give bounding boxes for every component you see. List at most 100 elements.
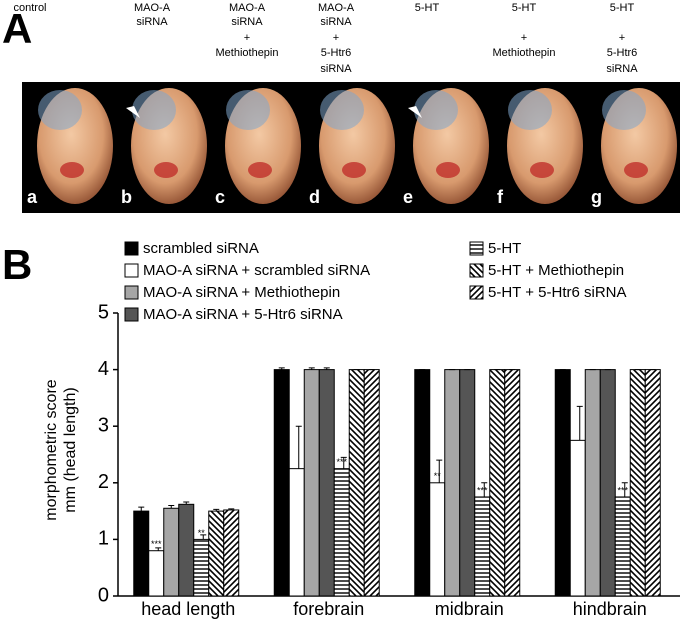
condition-label: + xyxy=(521,32,527,44)
bar xyxy=(429,482,446,597)
bar xyxy=(273,369,290,597)
image-letter: c xyxy=(215,187,225,207)
bar xyxy=(208,510,225,597)
error-bar xyxy=(278,367,285,370)
bar xyxy=(414,369,431,597)
bar xyxy=(554,369,571,597)
x-tick-label: hindbrain xyxy=(573,599,647,619)
error-bar xyxy=(340,456,347,469)
embryo-head xyxy=(320,90,364,130)
embryo-head xyxy=(132,90,176,130)
image-letter: e xyxy=(403,187,413,207)
bar xyxy=(599,369,616,597)
legend-label: 5-HT + Methiothepin xyxy=(488,262,624,279)
y-axis-label: mm (head length) xyxy=(62,387,79,512)
error-bar xyxy=(200,534,207,540)
arrow xyxy=(126,106,140,118)
bar xyxy=(303,369,320,597)
bar xyxy=(348,369,365,597)
legend-label: 5-HT xyxy=(488,240,521,257)
bar xyxy=(489,369,506,597)
bar xyxy=(459,369,476,597)
bar xyxy=(148,550,165,597)
bar xyxy=(644,369,661,597)
condition-label: + xyxy=(244,32,250,44)
image-letter: b xyxy=(121,187,132,207)
error-bar xyxy=(323,367,330,370)
bar xyxy=(569,439,586,597)
significance: ** xyxy=(434,471,442,481)
bar xyxy=(288,468,305,597)
condition-label: MAO-A xyxy=(229,2,266,14)
x-tick-label: midbrain xyxy=(435,599,504,619)
legend-swatch xyxy=(124,285,139,300)
error-bar xyxy=(308,367,315,370)
embryo-heart xyxy=(248,162,272,178)
bar xyxy=(614,496,631,597)
error-bar xyxy=(168,504,175,509)
error-bar xyxy=(213,508,220,512)
legend-label: MAO-A siRNA + scrambled siRNA xyxy=(143,262,370,279)
error-bar xyxy=(436,459,443,483)
condition-label: Methiothepin xyxy=(216,47,279,59)
error-bar xyxy=(155,547,162,551)
panel-label: A xyxy=(2,5,32,52)
bar xyxy=(163,507,180,597)
legend-label: MAO-A siRNA + Methiothepin xyxy=(143,284,340,301)
significance: *** xyxy=(477,485,488,495)
condition-label: siRNA xyxy=(136,16,168,28)
embryo-heart xyxy=(624,162,648,178)
condition-label: 5-HT xyxy=(610,2,635,14)
y-tick-label: 2 xyxy=(98,471,109,493)
legend-swatch xyxy=(124,307,139,322)
embryo-head xyxy=(508,90,552,130)
bar xyxy=(178,503,195,597)
condition-label: 5-Htr6 xyxy=(321,47,352,59)
bar xyxy=(133,510,150,597)
condition-label: Methiothepin xyxy=(493,47,556,59)
error-bar xyxy=(621,482,628,497)
bar xyxy=(333,468,350,597)
embryo-heart xyxy=(342,162,366,178)
bar xyxy=(363,369,380,597)
y-tick-label: 0 xyxy=(98,584,109,606)
bar xyxy=(504,369,521,597)
legend-swatch xyxy=(469,241,484,256)
image-letter: f xyxy=(497,187,504,207)
error-bar xyxy=(138,506,145,512)
x-tick-label: head length xyxy=(141,599,235,619)
error-bar xyxy=(576,405,583,441)
embryo-heart xyxy=(154,162,178,178)
error-bar xyxy=(295,425,302,469)
bar xyxy=(193,538,210,597)
error-bar xyxy=(228,508,235,510)
condition-label: siRNA xyxy=(231,16,263,28)
legend-swatch xyxy=(469,263,484,278)
arrow xyxy=(408,106,422,118)
embryo-heart xyxy=(530,162,554,178)
significance: *** xyxy=(151,539,162,549)
legend-label: 5-HT + 5-Htr6 siRNA xyxy=(488,284,627,301)
embryo-head xyxy=(602,90,646,130)
y-tick-label: 4 xyxy=(98,358,109,380)
bar xyxy=(318,369,335,597)
embryo-head xyxy=(38,90,82,130)
condition-label: + xyxy=(619,32,625,44)
y-tick-label: 1 xyxy=(98,528,109,550)
bar xyxy=(629,369,646,597)
condition-label: + xyxy=(333,32,339,44)
error-bar xyxy=(183,501,190,505)
legend-swatch xyxy=(124,241,139,256)
bar xyxy=(474,496,491,597)
condition-label: siRNA xyxy=(320,16,352,28)
significance: *** xyxy=(336,457,347,467)
x-tick-label: forebrain xyxy=(293,599,364,619)
significance: ** xyxy=(198,528,206,538)
embryo-heart xyxy=(60,162,84,178)
image-letter: g xyxy=(591,187,602,207)
panel-label: B xyxy=(2,241,32,288)
embryo-head xyxy=(414,90,458,130)
condition-label: control xyxy=(13,2,46,14)
y-axis-label: morphometric score xyxy=(43,379,60,520)
